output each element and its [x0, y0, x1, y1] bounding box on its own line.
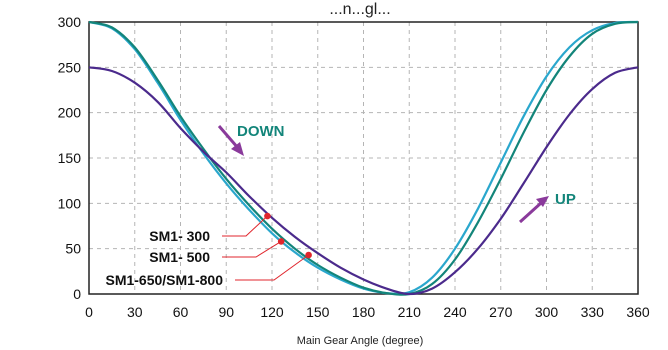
x-tick-label: 60: [173, 304, 189, 320]
series-line: [88, 20, 639, 296]
x-tick-label: 150: [306, 304, 330, 320]
up-label: UP: [555, 191, 576, 208]
series-labels: SM1- 300 SM1- 500 SM1-650/SM1-800: [105, 215, 309, 288]
tick-labels: 0 30 60 90 120 150 180 210 240 270 300 330 360 0 50 100…: [58, 14, 650, 320]
series-leader-line: [222, 240, 282, 258]
x-tick-label: 120: [260, 304, 284, 320]
x-tick-label: 180: [352, 304, 376, 320]
x-tick-label: 330: [581, 304, 605, 320]
y-tick-label: 300: [58, 14, 82, 30]
y-tick-label: 50: [65, 241, 81, 257]
x-tick-label: 0: [85, 304, 93, 320]
series-lines: [88, 20, 639, 296]
x-tick-label: 300: [535, 304, 559, 320]
up-annotation: UP: [518, 191, 576, 224]
x-tick-label: 210: [398, 304, 422, 320]
series-markers: [264, 212, 312, 259]
series-label: SM1- 300: [149, 228, 210, 244]
x-axis-label: Main Gear Angle (degree): [297, 335, 424, 347]
plot-frame: [88, 21, 639, 295]
series-label: SM1-650/SM1-800: [105, 272, 223, 288]
x-tick-label: 270: [489, 304, 513, 320]
x-tick-label: 360: [626, 304, 650, 320]
y-tick-label: 150: [58, 150, 82, 166]
x-tick-label: 240: [443, 304, 467, 320]
x-tick-label: 90: [218, 304, 234, 320]
chart-title: ...n...gl...: [329, 1, 390, 18]
x-tick-label: 30: [127, 304, 143, 320]
y-tick-label: 100: [58, 195, 82, 211]
series-leader-line: [222, 215, 268, 237]
down-annotation: DOWN: [217, 123, 285, 156]
y-tick-label: 0: [73, 286, 81, 302]
series-marker: [277, 238, 285, 245]
series-leader-line: [235, 254, 309, 281]
down-arrow-icon: [217, 125, 244, 156]
up-arrow-icon: [518, 196, 549, 224]
series-label: SM1- 500: [149, 249, 210, 265]
y-tick-label: 200: [58, 105, 82, 121]
y-tick-label: 250: [58, 59, 82, 75]
series-line: [88, 66, 639, 296]
down-label: DOWN: [237, 123, 285, 140]
